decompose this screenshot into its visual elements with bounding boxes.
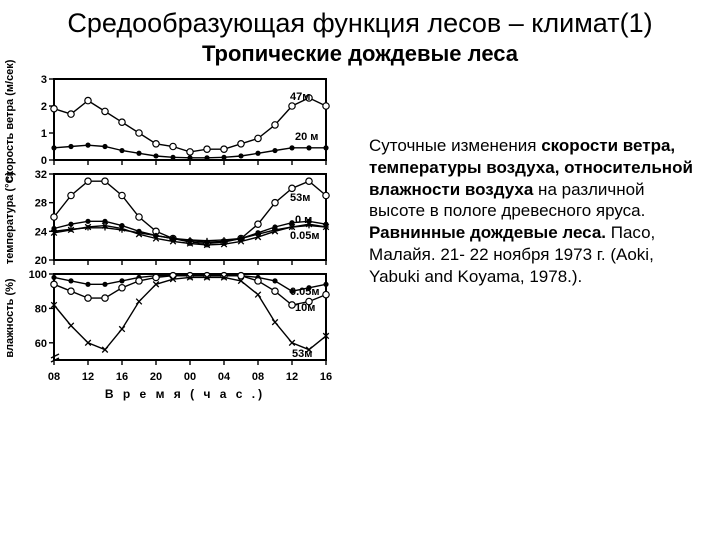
svg-text:1: 1 bbox=[41, 128, 47, 140]
svg-text:16: 16 bbox=[116, 371, 128, 383]
series-label: 0.05м bbox=[290, 230, 320, 242]
svg-text:08: 08 bbox=[48, 371, 60, 383]
svg-text:2: 2 bbox=[41, 101, 47, 113]
series-label: 0 м bbox=[295, 214, 312, 226]
y-axis-label: влажность (%) bbox=[4, 278, 16, 357]
series-label: 53м bbox=[292, 348, 312, 360]
svg-text:3: 3 bbox=[41, 74, 47, 86]
svg-text:32: 32 bbox=[35, 169, 47, 181]
x-axis-ticks: 08 12 16 20 00 04 08 12 16 bbox=[20, 368, 350, 386]
svg-text:04: 04 bbox=[218, 371, 231, 383]
x-axis-title: В р е м я ( ч а с .) bbox=[20, 387, 350, 401]
y-axis-label: скорость ветра (м/сек) bbox=[4, 59, 16, 182]
figure-caption: Суточные изменения скорости ветра, темпе… bbox=[369, 135, 702, 287]
svg-text:20: 20 bbox=[150, 371, 162, 383]
chart-panel-wind: скорость ветра (м/сек)012347м20 м bbox=[20, 73, 350, 168]
svg-text:24: 24 bbox=[35, 226, 48, 238]
svg-text:100: 100 bbox=[29, 269, 47, 281]
y-axis-label: температура (°C) bbox=[4, 172, 16, 264]
svg-text:08: 08 bbox=[252, 371, 264, 383]
svg-text:16: 16 bbox=[320, 371, 332, 383]
series-label: 53м bbox=[290, 192, 310, 204]
chart-panel-temp: температура (°C)2024283253м0 м0.05м bbox=[20, 168, 350, 268]
series-label: 20 м bbox=[295, 131, 318, 143]
series-label: 10м bbox=[295, 302, 315, 314]
svg-text:0: 0 bbox=[41, 155, 47, 167]
svg-text:00: 00 bbox=[184, 371, 196, 383]
series-label: 47м bbox=[290, 91, 310, 103]
svg-text:28: 28 bbox=[35, 198, 47, 210]
page-subtitle: Тропические дождевые леса bbox=[20, 41, 700, 67]
series-label: 0.05м bbox=[290, 286, 320, 298]
svg-text:80: 80 bbox=[35, 303, 47, 315]
svg-text:12: 12 bbox=[82, 371, 94, 383]
chart-stack: скорость ветра (м/сек)012347м20 мтемпера… bbox=[6, 73, 351, 401]
svg-text:12: 12 bbox=[286, 371, 298, 383]
svg-text:60: 60 bbox=[35, 338, 47, 350]
page-title: Средообразующая функция лесов – климат(1… bbox=[20, 8, 700, 39]
svg-text:20: 20 bbox=[35, 255, 47, 267]
chart-panel-humid: влажность (%)60801000.05м10м53м bbox=[20, 268, 350, 368]
